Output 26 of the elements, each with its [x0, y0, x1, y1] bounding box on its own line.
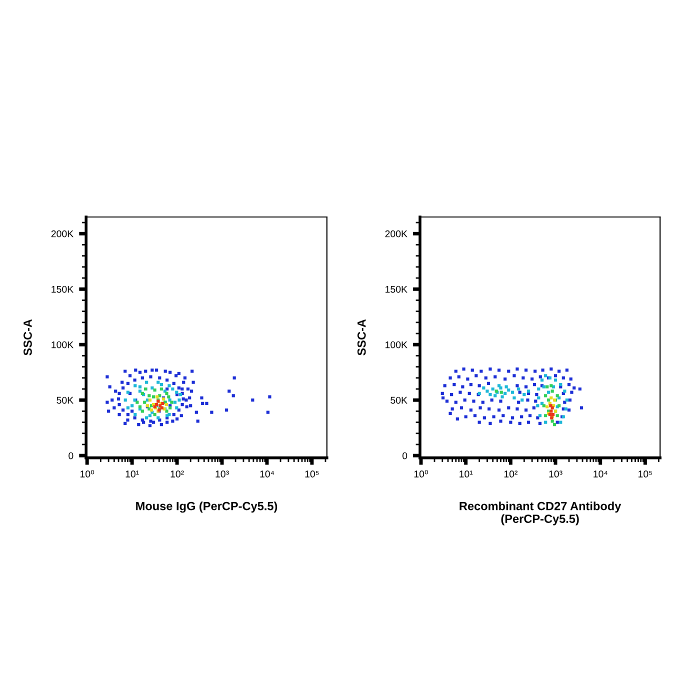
x-tick-label: 10⁰ [414, 470, 428, 478]
x-tick-label: 10⁵ [638, 470, 652, 478]
y-axis-title: SSC-A [24, 319, 32, 356]
x-tick-label: 10⁰ [80, 470, 94, 478]
x-tick-label: 10¹ [460, 470, 473, 478]
x-tick-label: 10¹ [126, 470, 139, 478]
x-tick-label: 10³ [549, 470, 562, 478]
y-tick-label: 100K [386, 341, 408, 348]
x-tick-label: 10⁵ [305, 470, 319, 478]
y-tick-label: 100K [52, 341, 74, 348]
x-axis-title: Recombinant CD27 Antibody (PerCP-Cy5.5) [460, 502, 622, 526]
x-tick-label: 10² [504, 470, 518, 478]
y-tick-label: 200K [385, 230, 408, 238]
x-tick-label: 10⁴ [594, 470, 608, 478]
x-tick-label: 10³ [216, 470, 229, 478]
y-tick-label: 0 [68, 452, 74, 460]
y-tick-label: 200K [51, 230, 74, 238]
y-tick-label: 0 [402, 452, 408, 460]
y-axis-title: SSC-A [357, 319, 366, 356]
y-tick-label: 50K [390, 396, 408, 404]
y-tick-label: 150K [386, 286, 408, 293]
y-tick-label: 150K [52, 286, 74, 293]
x-axis-title: Mouse IgG (PerCP-Cy5.5) [136, 502, 278, 513]
y-tick-label: 50K [56, 396, 74, 404]
x-tick-label: 10² [170, 470, 184, 478]
x-tick-label: 10⁴ [260, 470, 274, 478]
